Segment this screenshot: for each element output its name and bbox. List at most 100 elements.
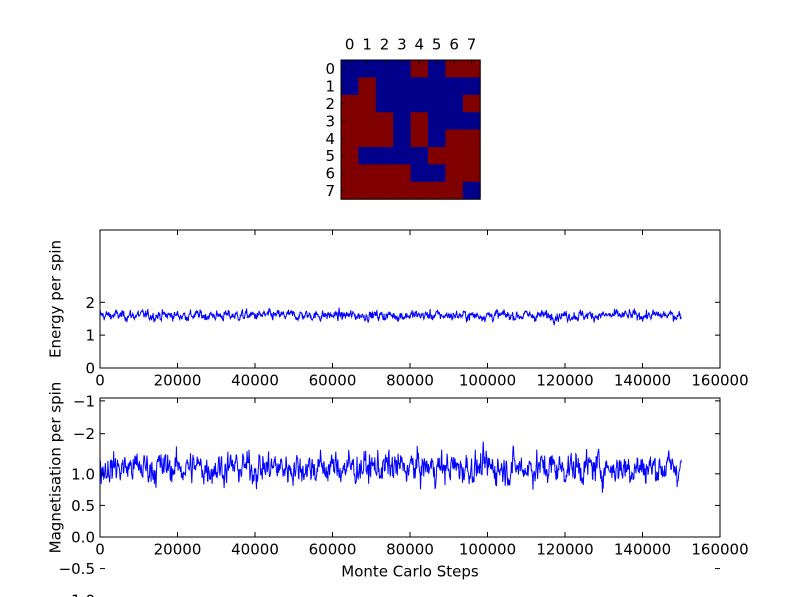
lattice-cell-r4-c3 [393,129,411,148]
lattice-cell-r1-c3 [393,77,411,96]
xtick-label-energy: 140000 [614,372,671,390]
lattice-cell-r0-c7 [462,60,481,78]
lattice-cell-r6-c0 [341,164,359,183]
xtick-label-energy: 60000 [309,372,357,390]
lattice-xtick-label: 7 [467,36,477,54]
lattice-cell-r0-c0 [341,60,359,78]
ylabel-magnetisation: Magnetisation per spin [47,382,65,554]
lattice-cell-r5-c2 [375,147,394,165]
lattice-cell-r1-c0 [341,77,359,96]
xlabel-magnetisation: Monte Carlo Steps [341,563,479,581]
lattice-xtick-label: 0 [345,36,355,54]
lattice-cell-r7-c7 [462,181,481,200]
xtick-label-magnetisation: 40000 [231,541,279,559]
xtick-label-energy: 120000 [536,372,593,390]
lattice-cell-r4-c0 [341,129,359,148]
lattice-cell-r2-c0 [341,94,359,113]
lattice-xtick-label: 4 [415,36,425,54]
xtick-label-energy: 80000 [386,372,434,390]
ytick-label-magnetisation: −0.5 [59,560,95,578]
lattice-cell-r3-c4 [410,112,429,130]
lattice-ytick-label: 3 [325,112,335,130]
xtick-label-energy: 0 [95,372,105,390]
lattice-cell-r5-c3 [393,147,411,165]
lattice-cell-r6-c1 [358,164,377,183]
lattice-cell-r4-c1 [358,129,377,148]
ytick-label-energy: 1 [85,327,95,345]
lattice-cell-r7-c0 [341,181,359,200]
lattice-frame [340,59,481,200]
ytick-label-magnetisation: 0.5 [71,497,95,515]
ytick-label-energy: 0 [85,360,95,378]
lattice-cell-r0-c4 [410,60,429,78]
lattice-ytick-label: 2 [325,95,335,113]
lattice-cell-r7-c4 [410,181,429,200]
lattice-cell-r5-c1 [358,147,377,165]
lattice-cell-r3-c6 [445,112,464,130]
lattice-cell-r7-c6 [445,181,464,200]
lattice-cell-r3-c3 [393,112,411,130]
lattice-cell-r0-c2 [375,60,394,78]
ylabel-energy: Energy per spin [47,240,65,358]
lattice-cell-r6-c4 [410,164,429,183]
lattice-cell-r2-c1 [358,94,377,113]
lattice-cell-r7-c1 [358,181,377,200]
lattice-cell-r1-c4 [410,77,429,96]
xtick-label-magnetisation: 160000 [691,541,748,559]
ytick-label-magnetisation: −1.0 [59,592,95,597]
ytick-label-energy: 2 [85,294,95,312]
lattice-cell-r2-c4 [410,94,429,113]
lattice-cell-r1-c6 [445,77,464,96]
lattice-cell-r4-c6 [445,129,464,148]
lattice-cell-r2-c7 [462,94,481,113]
xtick-label-energy: 40000 [231,372,279,390]
lattice-ytick-label: 5 [325,147,335,165]
lattice-xtick-label: 2 [380,36,390,54]
lattice-cell-r3-c7 [462,112,481,130]
lattice-xtick-label: 5 [432,36,442,54]
xtick-label-magnetisation: 20000 [154,541,202,559]
series-line-energy-0 [99,307,682,326]
lattice-cell-r1-c7 [462,77,481,96]
lattice-cell-r4-c2 [375,129,394,148]
lattice-cell-r0-c5 [428,60,446,78]
lattice-xtick-label: 1 [362,36,372,54]
lattice-cell-r6-c3 [393,164,411,183]
lattice-cell-r3-c0 [341,112,359,130]
lattice-cell-r6-c7 [462,164,481,183]
xtick-label-energy: 160000 [691,372,748,390]
xtick-label-magnetisation: 0 [95,541,105,559]
lattice-cell-r4-c7 [462,129,481,148]
lattice-cell-r1-c5 [428,77,446,96]
ytick-label-magnetisation: 1.0 [71,465,95,483]
lattice-cell-r0-c6 [445,60,464,78]
xtick-label-magnetisation: 100000 [459,541,516,559]
ytick-label-energy: −1 [73,392,95,410]
lattice-cell-r7-c3 [393,181,411,200]
lattice-cell-r1-c2 [375,77,394,96]
lattice-cell-r7-c2 [375,181,394,200]
ytick-label-magnetisation: 0.0 [71,529,95,547]
xtick-label-magnetisation: 80000 [386,541,434,559]
xtick-label-magnetisation: 60000 [309,541,357,559]
lattice-cell-r4-c5 [428,129,446,148]
lattice-cell-r2-c3 [393,94,411,113]
lattice-cell-r2-c5 [428,94,446,113]
lattice-cell-r2-c2 [375,94,394,113]
lattice-cell-r6-c2 [375,164,394,183]
series-line-magnetisation-0 [99,441,682,493]
ytick-label-energy: −2 [73,425,95,443]
lattice-cell-r6-c6 [445,164,464,183]
lattice-cell-r3-c1 [358,112,377,130]
xtick-label-energy: 100000 [459,372,516,390]
lattice-ytick-label: 6 [325,165,335,183]
plot-frame-energy [99,229,721,369]
lattice-ytick-label: 7 [325,182,335,200]
lattice-cell-r5-c6 [445,147,464,165]
lattice-xtick-label: 3 [397,36,407,54]
xtick-label-magnetisation: 120000 [536,541,593,559]
lattice-xtick-label: 6 [449,36,459,54]
lattice-cell-r5-c5 [428,147,446,165]
lattice-ytick-label: 4 [325,130,335,148]
